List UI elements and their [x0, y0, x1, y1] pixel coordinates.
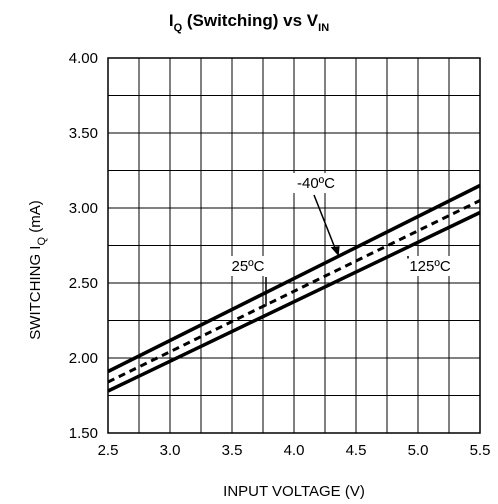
x-tick-label: 2.5 [98, 442, 119, 459]
annotation-arrowhead [330, 246, 340, 257]
y-tick-label: 1.50 [69, 425, 98, 442]
y-axis-label: SWITCHING IQ (mA) [27, 200, 48, 339]
y-tick-labels: 1.50 2.00 2.50 3.00 3.50 4.00 [69, 50, 98, 442]
annotation-box [222, 256, 274, 276]
x-tick-label: 5.5 [470, 442, 491, 459]
y-tick-label: 4.00 [69, 50, 98, 67]
annotation-box [400, 256, 460, 276]
x-tick-label: 4.5 [346, 442, 367, 459]
series-layer [107, 183, 481, 393]
grid [108, 58, 480, 433]
series-line-2 [107, 199, 481, 384]
x-tick-label: 3.5 [222, 442, 243, 459]
x-tick-label: 4.0 [284, 442, 305, 459]
y-axis-label-sub: Q [36, 237, 48, 246]
annotation-label: 25ºC [232, 258, 265, 275]
annotation-label: -40ºC [297, 175, 335, 192]
x-tick-label: 3.0 [160, 442, 181, 459]
x-axis-label: INPUT VOLTAGE (V) [223, 483, 365, 500]
x-tick-labels: 2.5 3.0 3.5 4.0 4.5 5.0 5.5 [98, 442, 491, 459]
y-tick-label: 3.50 [69, 125, 98, 142]
chart-title-middle: (Switching) vs V [182, 11, 319, 30]
chart-title-main-sub: Q [174, 22, 183, 34]
series-line-1 [107, 183, 481, 374]
y-tick-label: 2.50 [69, 275, 98, 292]
y-tick-label: 2.00 [69, 350, 98, 367]
annotation-box [286, 173, 346, 193]
annotation-leader [313, 194, 338, 253]
annotation-layer: -40ºC 25ºC 125ºC [222, 173, 460, 307]
y-axis-label-main: SWITCHING I [27, 246, 44, 340]
annotation-label: 125ºC [409, 258, 451, 275]
x-tick-label: 5.0 [408, 442, 429, 459]
y-axis-label-unit: (mA) [27, 200, 44, 237]
chart-title-end-sub: IN [318, 22, 329, 34]
series-line-3 [107, 210, 481, 393]
chart-title-main: I [169, 11, 174, 30]
plot-frame [107, 57, 481, 434]
chart-title: IQ (Switching) vs VIN [169, 11, 329, 34]
y-tick-label: 3.00 [69, 200, 98, 217]
